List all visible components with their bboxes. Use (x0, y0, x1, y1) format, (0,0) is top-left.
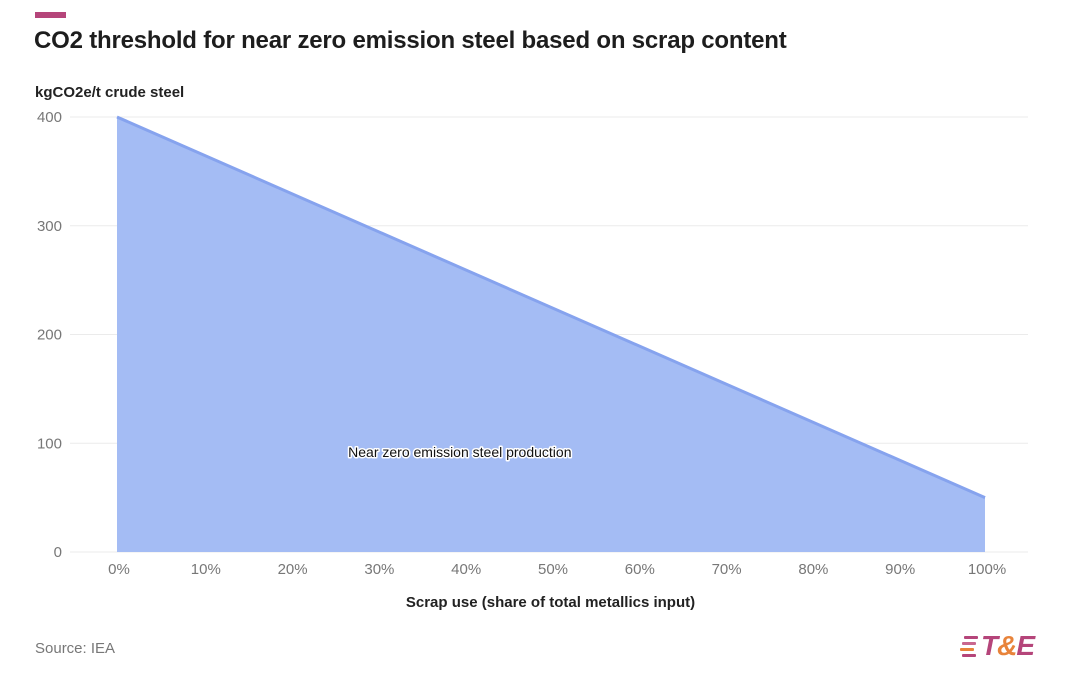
x-tick-label: 60% (625, 561, 655, 578)
source-note: Source: IEA (35, 640, 116, 657)
x-tick-label: 30% (364, 561, 394, 578)
area-annotation: Near zero emission steel production (348, 444, 571, 460)
y-axis-ticks: 0 100 200 300 400 (37, 109, 62, 561)
y-axis-label: kgCO2e/t crude steel (35, 84, 185, 101)
x-tick-label: 90% (885, 561, 915, 578)
x-tick-label: 70% (712, 561, 742, 578)
y-tick-label: 100 (37, 435, 62, 452)
x-tick-label: 0% (108, 561, 130, 578)
y-tick-label: 400 (37, 109, 62, 126)
area-top-line (116, 115, 986, 499)
annotations: Near zero emission steel production (347, 442, 573, 461)
x-tick-label: 80% (798, 561, 828, 578)
y-tick-label: 200 (37, 327, 62, 344)
te-logo: T&E (960, 630, 1055, 664)
x-axis-ticks: 0% 10% 20% 30% 40% 50% 60% 70% 80% 90% 100% (108, 561, 1006, 578)
y-tick-label: 0 (54, 544, 62, 561)
chart-title: CO2 threshold for near zero emission ste… (34, 27, 787, 54)
title-accent-bar (35, 12, 66, 18)
x-tick-label: 50% (538, 561, 568, 578)
x-tick-label: 40% (451, 561, 481, 578)
x-tick-label: 20% (278, 561, 308, 578)
logo-speed-lines-icon (960, 636, 980, 658)
area-series (116, 115, 986, 552)
y-tick-label: 300 (37, 218, 62, 235)
x-tick-label: 100% (968, 561, 1006, 578)
logo-wordmark: T&E (981, 630, 1035, 661)
x-tick-label: 10% (191, 561, 221, 578)
x-axis-label: Scrap use (share of total metallics inpu… (405, 594, 696, 611)
area-fill (117, 117, 985, 552)
